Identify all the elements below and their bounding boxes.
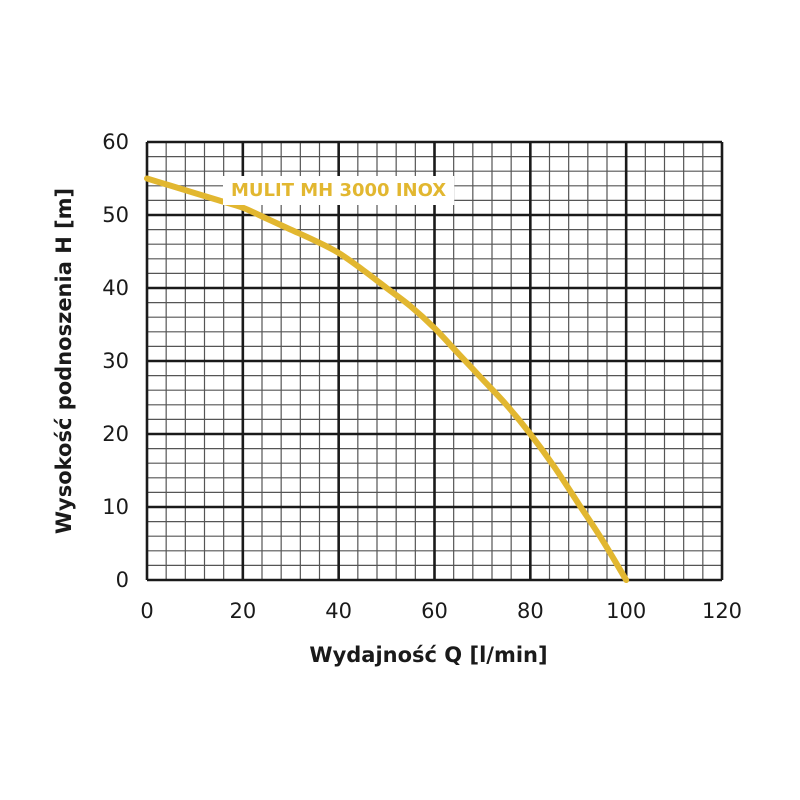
x-tick-label: 0 — [140, 599, 153, 623]
series-line — [144, 175, 630, 583]
y-tick-label: 20 — [102, 422, 129, 446]
y-tick-label: 40 — [102, 276, 129, 300]
x-tick-label: 80 — [517, 599, 544, 623]
y-tick-label: 60 — [102, 130, 129, 154]
x-tick-label: 100 — [606, 599, 646, 623]
series-label: MULIT MH 3000 INOX — [231, 180, 446, 201]
y-tick-label: 0 — [116, 568, 129, 592]
y-axis-title: Wysokość podnoszenia H [m] — [52, 188, 76, 534]
series-layer — [144, 175, 630, 583]
x-tick-label: 20 — [229, 599, 256, 623]
series-label-background — [223, 176, 455, 205]
y-tick-label: 50 — [102, 203, 129, 227]
y-tick-label: 10 — [102, 495, 129, 519]
y-tick-labels: 0 10 20 30 40 50 60 — [102, 130, 129, 592]
x-axis-title: Wydajność Q [l/min] — [309, 643, 547, 667]
y-tick-label: 30 — [102, 349, 129, 373]
x-tick-label: 60 — [421, 599, 448, 623]
x-tick-label: 40 — [325, 599, 352, 623]
x-tick-labels: 0 20 40 60 80 100 120 — [140, 599, 742, 623]
x-tick-label: 120 — [702, 599, 742, 623]
major-grid — [145, 140, 724, 582]
